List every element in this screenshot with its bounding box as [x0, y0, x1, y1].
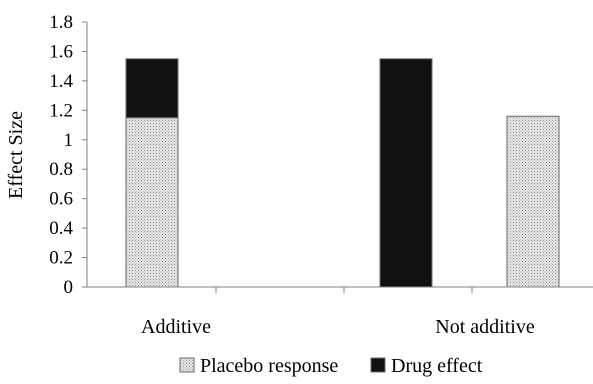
bar-drug-effect-not-additive [379, 58, 433, 288]
x-category-label: Additive [141, 316, 211, 338]
y-tick-label: 0.8 [49, 159, 73, 180]
axes [86, 22, 593, 293]
y-tick-label: 1 [64, 130, 74, 151]
y-tick-label: 1.4 [49, 71, 73, 92]
x-axis: Additive Not additive [141, 316, 535, 338]
legend-label: Placebo response [200, 355, 338, 377]
legend: Placebo response Drug effect [179, 355, 483, 377]
bar-placebo-response-not-additive [506, 115, 560, 288]
y-tick-label: 1.8 [49, 12, 73, 33]
y-tick-label: 1.6 [49, 41, 73, 62]
y-tick-label: 0.6 [49, 189, 73, 210]
y-tick-label: 1.2 [49, 100, 73, 121]
legend-swatch [179, 357, 195, 373]
bar-placebo-response-additive [125, 117, 179, 288]
y-tick-label: 0.2 [49, 248, 73, 269]
y-axis-title: Effect Size [5, 111, 27, 199]
legend-swatch [370, 357, 386, 373]
bars [125, 58, 560, 288]
y-tick-label: 0.4 [49, 218, 73, 239]
x-category-label: Not additive [435, 316, 535, 338]
y-tick-label: 0 [64, 277, 74, 298]
bar-drug-effect-additive [125, 58, 179, 119]
y-axis: 0 0.2 0.4 0.6 0.8 1 1.2 1.4 1.6 1.8 [49, 12, 87, 298]
legend-label: Drug effect [391, 355, 483, 377]
